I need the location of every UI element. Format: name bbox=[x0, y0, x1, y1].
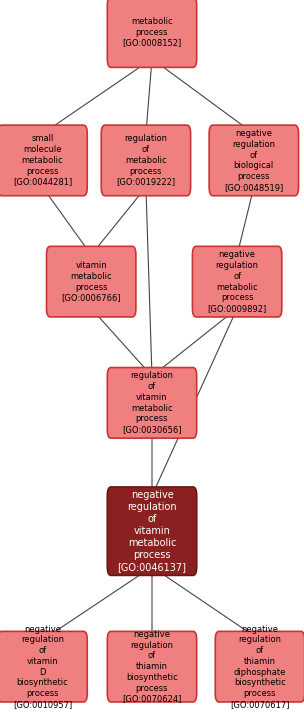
FancyBboxPatch shape bbox=[107, 632, 197, 702]
Text: negative
regulation
of
metabolic
process
[GO:0009892]: negative regulation of metabolic process… bbox=[208, 250, 267, 313]
Text: small
molecule
metabolic
process
[GO:0044281]: small molecule metabolic process [GO:004… bbox=[13, 135, 72, 186]
FancyBboxPatch shape bbox=[0, 632, 87, 702]
FancyBboxPatch shape bbox=[101, 125, 191, 195]
Text: negative
regulation
of
biological
process
[GO:0048519]: negative regulation of biological proces… bbox=[224, 129, 283, 192]
FancyBboxPatch shape bbox=[0, 125, 87, 195]
Text: vitamin
metabolic
process
[GO:0006766]: vitamin metabolic process [GO:0006766] bbox=[61, 261, 121, 302]
Text: negative
regulation
of
vitamin
D
biosynthetic
process
[GO:0010957]: negative regulation of vitamin D biosynt… bbox=[13, 625, 72, 709]
Text: regulation
of
vitamin
metabolic
process
[GO:0030656]: regulation of vitamin metabolic process … bbox=[122, 371, 182, 434]
Text: negative
regulation
of
thiamin
diphosphate
biosynthetic
process
[GO:0070617]: negative regulation of thiamin diphospha… bbox=[230, 625, 290, 709]
FancyBboxPatch shape bbox=[47, 247, 136, 317]
FancyBboxPatch shape bbox=[209, 125, 299, 195]
Text: negative
regulation
of
thiamin
biosynthetic
process
[GO:0070624]: negative regulation of thiamin biosynthe… bbox=[122, 630, 182, 704]
FancyBboxPatch shape bbox=[107, 487, 197, 575]
Text: regulation
of
metabolic
process
[GO:0019222]: regulation of metabolic process [GO:0019… bbox=[116, 135, 175, 186]
Text: negative
regulation
of
vitamin
metabolic
process
[GO:0046137]: negative regulation of vitamin metabolic… bbox=[118, 490, 186, 573]
FancyBboxPatch shape bbox=[215, 632, 304, 702]
Text: metabolic
process
[GO:0008152]: metabolic process [GO:0008152] bbox=[123, 17, 181, 47]
FancyBboxPatch shape bbox=[192, 247, 282, 317]
FancyBboxPatch shape bbox=[107, 0, 197, 68]
FancyBboxPatch shape bbox=[107, 368, 197, 438]
